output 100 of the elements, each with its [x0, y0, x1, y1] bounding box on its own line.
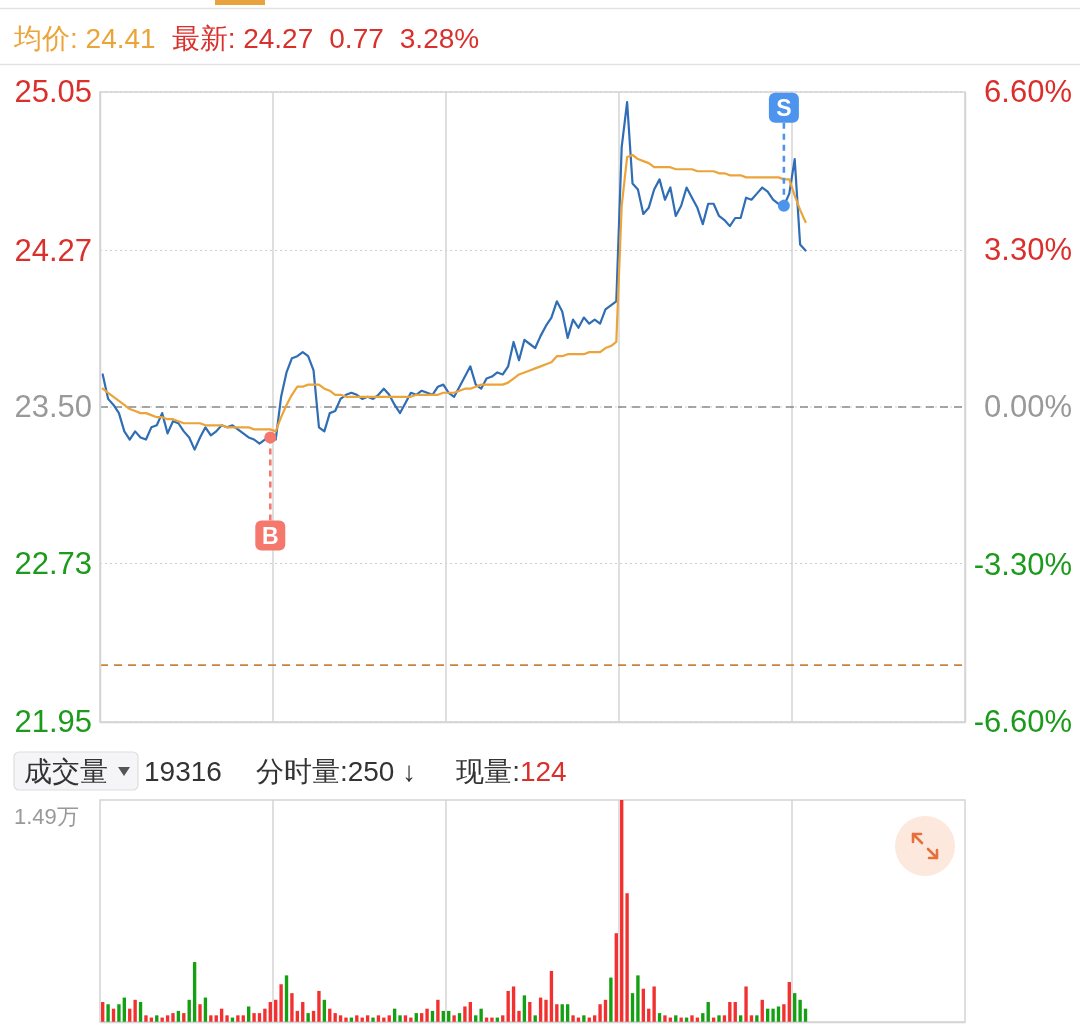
bar [214, 1015, 218, 1022]
bar [117, 1004, 121, 1022]
bar [501, 1015, 505, 1022]
bar [463, 1006, 467, 1022]
bar [144, 1015, 148, 1022]
bar [209, 1015, 213, 1022]
bar [771, 1008, 775, 1022]
text: 现量: [456, 756, 520, 788]
y2-tick-label: 0.00% [984, 389, 1072, 425]
bar [506, 990, 510, 1022]
y-tick-label: 25.05 [14, 74, 92, 110]
bar [593, 1015, 597, 1022]
bar [528, 1002, 532, 1022]
bar [787, 982, 791, 1022]
bar [457, 1013, 462, 1022]
bar [268, 1002, 272, 1022]
bar [247, 1006, 251, 1022]
bar [749, 1015, 754, 1022]
bar [522, 995, 527, 1022]
bar [614, 933, 618, 1022]
bar [420, 1013, 424, 1022]
y-tick-label: 24.27 [14, 232, 92, 268]
bar [279, 984, 283, 1022]
bar [252, 1013, 256, 1022]
bar [409, 1017, 413, 1022]
bar [155, 1015, 159, 1022]
bar [365, 1015, 370, 1022]
bar [782, 1004, 786, 1022]
bar [560, 1004, 564, 1022]
y2-tick-label: -3.30% [973, 546, 1072, 582]
bar [744, 986, 748, 1022]
bar [598, 1004, 602, 1022]
bar [241, 1015, 245, 1022]
bar [776, 1006, 781, 1022]
line-series [101, 101, 807, 451]
y2-tick-label: -6.60% [973, 704, 1072, 740]
bar [690, 1015, 694, 1022]
bar [468, 1002, 472, 1022]
text: 124 [519, 756, 567, 788]
text: 成交量 [24, 756, 108, 788]
data-label: S [776, 95, 792, 122]
bar [171, 1013, 175, 1022]
bar [225, 1015, 229, 1022]
bar [479, 1008, 483, 1022]
y-tick-label: 23.50 [14, 389, 92, 425]
bar [284, 975, 289, 1022]
bar [376, 1015, 381, 1022]
bar [728, 1002, 732, 1022]
bar [490, 1017, 494, 1022]
text: 最新: 24.27 [171, 23, 314, 55]
bar [160, 1017, 164, 1022]
bar [371, 1017, 375, 1022]
bar [306, 1013, 310, 1022]
bar [663, 1015, 667, 1022]
bar [511, 986, 516, 1022]
bar [517, 1010, 521, 1022]
bar [452, 1015, 456, 1022]
bar [403, 1015, 408, 1022]
bar [317, 990, 321, 1022]
y-tick-label: 22.73 [14, 545, 92, 581]
bar [609, 977, 613, 1022]
data-label: B [261, 522, 279, 549]
bar [701, 1013, 705, 1022]
bar [474, 1015, 478, 1022]
bar [138, 1002, 143, 1022]
bar [798, 999, 802, 1022]
text: 分时量:250 ↓ [255, 756, 417, 788]
bar [133, 999, 137, 1022]
bar [717, 1015, 721, 1022]
bar [674, 1015, 678, 1022]
bar [636, 975, 640, 1022]
bar [301, 1002, 305, 1022]
bar [620, 800, 624, 1022]
bar [382, 1017, 386, 1022]
bar [344, 1017, 348, 1022]
bar [414, 1013, 418, 1022]
bar [338, 1015, 343, 1022]
y2-tick-label: 3.30% [984, 231, 1072, 267]
bar [544, 999, 548, 1022]
bar [355, 1015, 359, 1022]
bar [625, 893, 629, 1022]
bar [652, 986, 656, 1022]
y-tick-label: 21.95 [14, 704, 92, 740]
bar [571, 1015, 575, 1022]
bar [436, 999, 440, 1022]
text: 均价: 24.41 [13, 23, 156, 55]
text: 0.77 [329, 23, 384, 55]
bar [333, 1013, 337, 1022]
bar [198, 1004, 202, 1022]
bar [679, 1017, 683, 1022]
bar [387, 1015, 391, 1022]
bar [398, 1015, 402, 1022]
text: 19316 [144, 756, 222, 788]
bar [290, 993, 294, 1022]
bar [755, 1015, 759, 1022]
bar [733, 1002, 737, 1022]
bar [630, 993, 635, 1022]
bar [257, 1013, 262, 1022]
bar [555, 1004, 559, 1022]
text: 1.49万 [14, 803, 79, 829]
